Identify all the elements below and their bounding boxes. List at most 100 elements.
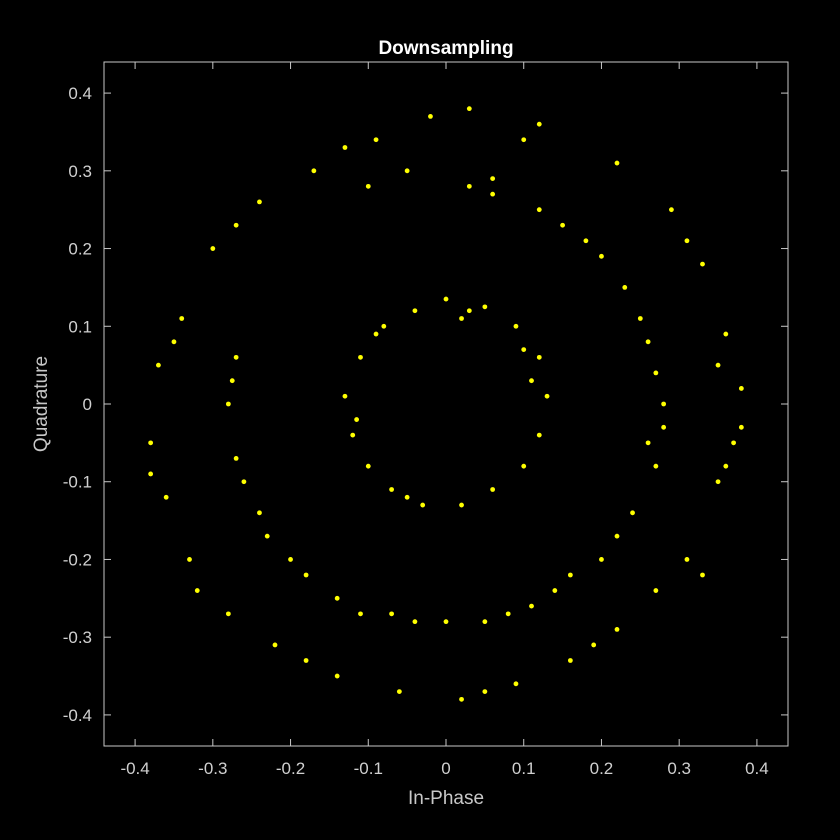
data-point bbox=[257, 510, 262, 516]
data-point bbox=[630, 510, 635, 516]
data-point bbox=[529, 603, 534, 609]
data-point bbox=[645, 339, 651, 345]
data-point bbox=[233, 456, 239, 461]
data-point bbox=[404, 494, 410, 500]
data-point bbox=[591, 642, 597, 648]
data-point bbox=[420, 502, 426, 508]
data-point bbox=[354, 417, 360, 422]
data-point bbox=[731, 440, 736, 446]
data-point bbox=[482, 619, 488, 625]
y-tick-label: 0 bbox=[83, 395, 92, 414]
x-tick-label: -0.3 bbox=[198, 759, 227, 778]
x-tick-label: 0.1 bbox=[512, 759, 536, 778]
y-tick-label: 0.1 bbox=[68, 317, 92, 336]
data-point bbox=[466, 106, 472, 112]
data-point bbox=[389, 611, 394, 617]
data-point bbox=[303, 658, 309, 663]
y-tick-label: 0.3 bbox=[68, 162, 92, 181]
data-point bbox=[513, 681, 519, 687]
data-point bbox=[241, 479, 247, 485]
data-point bbox=[715, 362, 721, 368]
data-point bbox=[342, 145, 348, 150]
data-point bbox=[194, 588, 200, 593]
data-point bbox=[482, 304, 488, 310]
data-point bbox=[358, 354, 363, 360]
y-axis-label: Quadrature bbox=[31, 356, 52, 452]
data-point bbox=[738, 386, 744, 391]
data-point bbox=[490, 191, 496, 197]
data-point bbox=[443, 619, 449, 625]
data-point bbox=[529, 378, 534, 384]
data-point bbox=[373, 137, 379, 143]
data-point bbox=[233, 354, 239, 360]
data-point bbox=[187, 557, 192, 562]
data-point bbox=[428, 114, 433, 119]
data-point bbox=[229, 378, 235, 384]
data-point bbox=[536, 354, 542, 360]
data-point bbox=[148, 440, 154, 446]
y-tick-label: 0.2 bbox=[68, 240, 92, 259]
data-point bbox=[311, 168, 317, 174]
x-tick-label: -0.1 bbox=[354, 759, 383, 778]
x-tick-label: 0 bbox=[441, 759, 450, 778]
data-point bbox=[412, 619, 418, 625]
data-point bbox=[544, 393, 550, 399]
data-point bbox=[396, 689, 402, 694]
x-axis-label: In-Phase bbox=[408, 788, 484, 809]
data-point bbox=[536, 207, 542, 213]
data-point bbox=[599, 557, 604, 562]
data-point bbox=[653, 588, 659, 593]
data-point bbox=[171, 339, 177, 345]
data-point bbox=[505, 611, 511, 617]
data-point bbox=[567, 572, 573, 578]
x-tick-label: -0.4 bbox=[120, 759, 149, 778]
data-point bbox=[715, 479, 721, 485]
data-point bbox=[560, 222, 565, 228]
data-point bbox=[288, 557, 293, 562]
x-tick-label: 0.3 bbox=[667, 759, 691, 778]
data-point bbox=[334, 595, 340, 601]
data-point bbox=[342, 393, 348, 399]
data-point bbox=[614, 533, 620, 539]
data-point bbox=[148, 471, 154, 477]
data-point bbox=[225, 401, 231, 407]
y-tick-label: -0.3 bbox=[63, 628, 92, 647]
y-tick-label: 0.4 bbox=[68, 84, 92, 103]
data-point bbox=[661, 401, 667, 407]
data-point bbox=[684, 557, 690, 562]
data-point bbox=[482, 689, 488, 694]
data-point bbox=[637, 316, 643, 321]
data-point bbox=[700, 572, 705, 578]
data-point bbox=[684, 238, 690, 244]
data-point bbox=[466, 308, 472, 314]
data-point bbox=[622, 285, 628, 290]
data-point bbox=[513, 323, 519, 329]
data-point bbox=[459, 502, 464, 508]
data-point bbox=[521, 463, 527, 469]
data-point bbox=[490, 176, 496, 181]
data-point bbox=[521, 347, 527, 352]
data-point bbox=[365, 463, 371, 469]
data-point bbox=[156, 362, 161, 368]
data-point bbox=[459, 696, 464, 702]
y-tick-label: -0.1 bbox=[63, 473, 92, 492]
data-point bbox=[583, 238, 589, 244]
data-point bbox=[645, 440, 651, 446]
data-point bbox=[567, 658, 573, 663]
data-point bbox=[521, 137, 527, 143]
data-point bbox=[443, 296, 449, 302]
x-tick-label: 0.2 bbox=[590, 759, 614, 778]
data-point bbox=[653, 463, 659, 469]
x-tick-label: -0.2 bbox=[276, 759, 305, 778]
y-tick-label: -0.4 bbox=[63, 706, 92, 725]
data-point bbox=[350, 432, 356, 438]
data-point bbox=[365, 183, 371, 189]
data-point bbox=[700, 261, 705, 267]
data-point bbox=[723, 463, 729, 469]
data-point bbox=[653, 370, 659, 376]
data-point bbox=[163, 494, 169, 500]
data-point bbox=[210, 246, 216, 251]
